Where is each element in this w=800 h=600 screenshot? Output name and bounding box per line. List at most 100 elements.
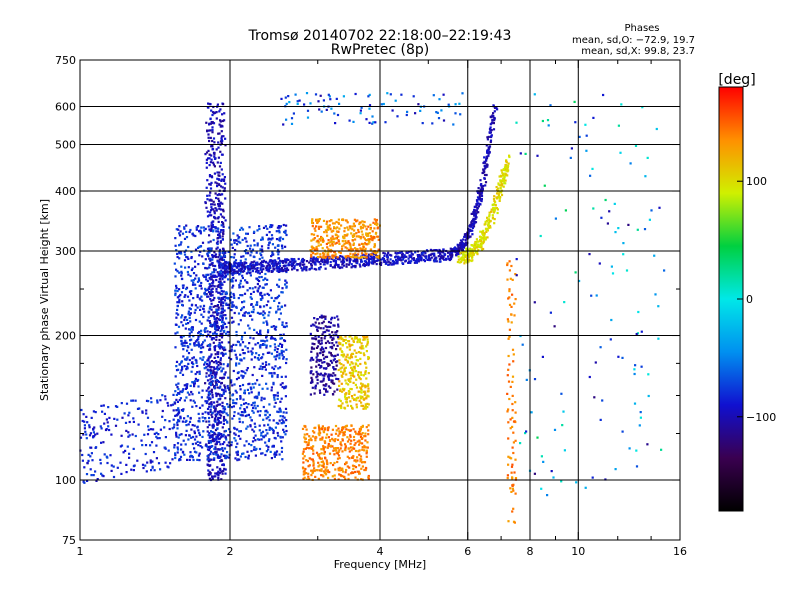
data-point (331, 243, 334, 246)
data-point (451, 255, 454, 258)
data-point (315, 376, 318, 379)
data-point (177, 418, 180, 422)
data-point (461, 250, 464, 254)
data-point (283, 267, 287, 270)
data-point (486, 150, 489, 153)
data-point (195, 226, 198, 229)
data-point (320, 452, 323, 455)
data-point (332, 463, 335, 467)
data-point (216, 161, 219, 164)
data-point (509, 277, 512, 280)
data-point (259, 346, 262, 349)
data-point (194, 265, 197, 268)
data-point (291, 259, 294, 262)
data-point (258, 225, 261, 228)
data-point (303, 472, 306, 475)
data-point (319, 239, 322, 242)
data-point (463, 242, 466, 245)
data-point (337, 469, 340, 472)
data-point (180, 343, 183, 346)
data-point (314, 229, 317, 232)
data-point (152, 428, 155, 431)
data-point (185, 286, 189, 289)
data-point (337, 336, 340, 339)
data-point (215, 441, 219, 444)
data-point (250, 419, 253, 422)
data-point (182, 388, 185, 391)
data-point (468, 259, 471, 262)
data-point (246, 232, 249, 235)
data-point (220, 272, 223, 275)
data-point (214, 443, 217, 446)
data-point (210, 353, 213, 356)
data-point (323, 427, 326, 430)
data-point (344, 395, 347, 398)
data-point (400, 250, 403, 253)
data-point (214, 327, 217, 330)
data-point (207, 157, 210, 160)
data-point (354, 264, 357, 268)
data-point (209, 430, 213, 433)
data-point (259, 329, 262, 332)
data-point (365, 452, 368, 455)
data-point (183, 253, 187, 256)
data-point (219, 193, 222, 196)
data-point (316, 372, 319, 375)
data-point (236, 271, 239, 274)
data-point (473, 243, 476, 247)
data-point (218, 258, 221, 261)
data-point (261, 356, 264, 359)
data-point (281, 323, 284, 326)
data-point (312, 464, 315, 467)
data-point (230, 243, 233, 246)
data-point (491, 216, 494, 219)
data-point (195, 344, 198, 347)
data-point (216, 177, 219, 180)
data-point (217, 398, 220, 401)
data-point (266, 432, 269, 435)
data-point (189, 451, 192, 454)
data-point (177, 388, 180, 391)
data-point (308, 457, 312, 460)
data-point (353, 470, 357, 474)
data-point (152, 451, 156, 454)
data-point (173, 446, 176, 449)
data-point (230, 350, 233, 353)
data-point (479, 184, 482, 187)
data-point (350, 361, 353, 364)
data-point (82, 433, 85, 436)
data-point (185, 224, 188, 227)
data-point (208, 276, 211, 279)
data-point (221, 119, 224, 123)
data-point (233, 411, 236, 414)
data-point (255, 352, 258, 355)
data-point (338, 257, 341, 260)
data-point (290, 258, 293, 261)
data-point (264, 413, 267, 416)
data-point (189, 274, 192, 278)
data-point (214, 428, 218, 432)
data-point (364, 468, 367, 472)
data-point (238, 430, 241, 433)
data-point (360, 227, 363, 230)
data-point (186, 318, 189, 321)
data-point (303, 470, 306, 473)
data-point (195, 361, 198, 364)
data-point (321, 333, 324, 336)
data-point (320, 314, 323, 317)
data-point (86, 461, 89, 465)
data-point (218, 393, 221, 396)
data-point (208, 320, 211, 323)
data-point (257, 393, 260, 396)
data-point (268, 372, 271, 375)
data-point (223, 373, 226, 376)
data-point (483, 177, 486, 180)
data-point (285, 361, 288, 365)
data-point (348, 450, 351, 453)
data-point (175, 393, 178, 396)
data-point (256, 438, 259, 441)
data-point (198, 406, 202, 409)
data-point (338, 457, 341, 460)
data-point (320, 468, 323, 471)
data-point (213, 431, 216, 434)
